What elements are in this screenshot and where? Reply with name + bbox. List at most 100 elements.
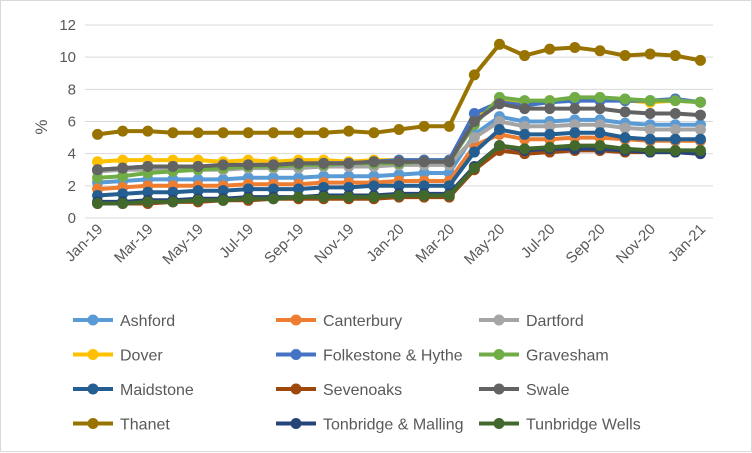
data-point bbox=[192, 185, 204, 197]
data-point bbox=[217, 159, 229, 171]
legend-item: Dartford bbox=[479, 313, 584, 330]
x-tick-label: Jan-21 bbox=[665, 221, 709, 265]
y-tick-label: 4 bbox=[68, 146, 76, 163]
data-point bbox=[318, 127, 330, 139]
x-tick-label: May-19 bbox=[159, 221, 206, 268]
data-point bbox=[468, 146, 480, 158]
legend-swatch-marker bbox=[290, 383, 302, 395]
data-point bbox=[418, 120, 430, 132]
data-point bbox=[694, 133, 706, 145]
y-axis-label: % bbox=[32, 119, 51, 134]
data-point bbox=[544, 103, 556, 115]
data-point bbox=[519, 50, 531, 62]
data-point bbox=[217, 194, 229, 206]
legend-label: Gravesham bbox=[526, 348, 609, 365]
data-point bbox=[192, 127, 204, 139]
legend-swatch-marker bbox=[290, 418, 302, 429]
legend-label: Tunbridge Wells bbox=[526, 417, 641, 434]
legend-item: Sevenoaks bbox=[276, 382, 402, 399]
series-lines bbox=[92, 38, 706, 210]
legend-swatch-marker bbox=[290, 314, 302, 326]
data-point bbox=[468, 69, 480, 81]
data-point bbox=[594, 103, 606, 115]
legend-label: Ashford bbox=[120, 313, 175, 330]
legend-label: Sevenoaks bbox=[323, 382, 402, 399]
data-point bbox=[217, 185, 229, 197]
data-point bbox=[117, 198, 129, 210]
y-tick-label: 6 bbox=[68, 114, 76, 131]
data-point bbox=[192, 161, 204, 173]
data-point bbox=[694, 144, 706, 156]
data-point bbox=[493, 124, 505, 136]
data-point bbox=[544, 120, 556, 132]
data-point bbox=[393, 156, 405, 168]
data-point bbox=[142, 196, 154, 208]
data-point bbox=[544, 95, 556, 107]
data-point bbox=[594, 119, 606, 131]
data-point bbox=[493, 38, 505, 50]
data-point bbox=[117, 125, 129, 137]
data-point bbox=[644, 144, 656, 156]
data-point bbox=[368, 191, 380, 203]
data-point bbox=[318, 157, 330, 169]
data-point bbox=[669, 144, 681, 156]
legend-label: Maidstone bbox=[120, 382, 194, 399]
legend-swatch-marker bbox=[87, 349, 99, 360]
data-point bbox=[644, 133, 656, 145]
x-tick-label: Jan-19 bbox=[62, 221, 106, 265]
data-point bbox=[443, 120, 455, 132]
data-point bbox=[569, 127, 581, 139]
legend-swatch-marker bbox=[493, 349, 505, 360]
y-tick-label: 0 bbox=[68, 210, 76, 227]
data-point bbox=[368, 127, 380, 139]
data-point bbox=[167, 127, 179, 139]
legend-item: Maidstone bbox=[73, 382, 194, 399]
data-point bbox=[167, 196, 179, 208]
data-point bbox=[669, 50, 681, 62]
x-tick-label: Mar-20 bbox=[412, 221, 458, 267]
data-point bbox=[418, 189, 430, 201]
y-tick-label: 10 bbox=[59, 49, 76, 66]
data-point bbox=[694, 54, 706, 66]
legend-label: Swale bbox=[526, 382, 570, 399]
data-point bbox=[217, 127, 229, 139]
legend: Ashford Canterbury Dartford Dover Folkestone… bbox=[73, 313, 641, 434]
legend-label: Dover bbox=[120, 348, 163, 365]
data-point bbox=[318, 181, 330, 193]
data-point bbox=[117, 170, 129, 182]
data-point bbox=[544, 128, 556, 140]
data-point bbox=[619, 93, 631, 105]
data-point bbox=[92, 198, 104, 210]
x-tick-label: May-20 bbox=[461, 221, 508, 268]
legend-item: Swale bbox=[479, 382, 570, 399]
data-point bbox=[694, 124, 706, 136]
data-point bbox=[242, 127, 254, 139]
data-point bbox=[669, 133, 681, 145]
data-point bbox=[569, 119, 581, 131]
data-point bbox=[519, 128, 531, 140]
data-point bbox=[443, 189, 455, 201]
data-point bbox=[142, 186, 154, 198]
y-tick-label: 12 bbox=[59, 17, 76, 34]
x-tick-label: Nov-20 bbox=[613, 221, 659, 267]
legend-swatch-marker bbox=[87, 418, 99, 429]
data-point bbox=[92, 128, 104, 140]
data-point bbox=[117, 162, 129, 174]
data-point bbox=[644, 48, 656, 60]
data-point bbox=[242, 193, 254, 205]
x-tick-label: Jan-20 bbox=[363, 221, 407, 265]
legend-item: Tunbridge Wells bbox=[479, 417, 641, 434]
data-point bbox=[343, 125, 355, 137]
data-point bbox=[267, 159, 279, 171]
data-point bbox=[619, 106, 631, 118]
x-tick-label: Jul-20 bbox=[518, 221, 559, 262]
data-point bbox=[418, 156, 430, 168]
legend-label: Thanet bbox=[120, 417, 170, 434]
data-point bbox=[293, 157, 305, 169]
gridlines bbox=[85, 24, 713, 187]
data-point bbox=[293, 191, 305, 203]
data-point bbox=[493, 116, 505, 127]
data-point bbox=[393, 189, 405, 201]
data-point bbox=[519, 103, 531, 115]
